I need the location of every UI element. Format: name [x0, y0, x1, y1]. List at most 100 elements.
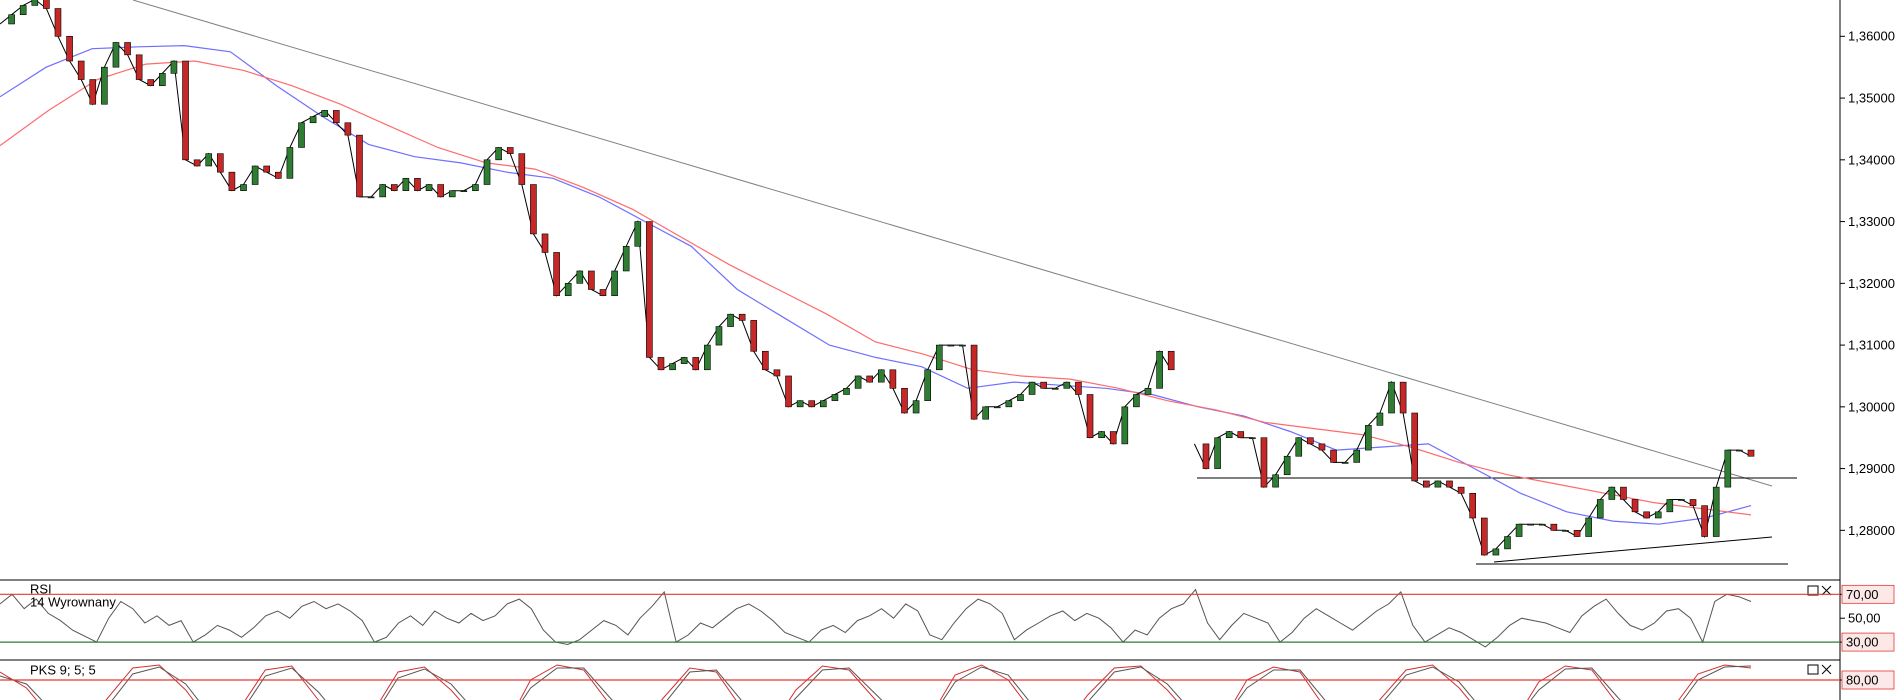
candle-body: [1689, 499, 1697, 506]
candle-body: [1086, 394, 1094, 439]
candle-body: [1654, 511, 1662, 519]
candle-body: [43, 0, 50, 9]
candle-body: [1457, 486, 1465, 494]
candle-body: [1098, 431, 1105, 439]
candle-body: [1492, 548, 1500, 556]
candle-body: [1214, 437, 1221, 469]
candle-body: [1330, 449, 1337, 463]
candle-body: [205, 153, 213, 167]
candle-body: [170, 60, 178, 74]
candle-body: [506, 147, 514, 154]
candle-body: [414, 178, 421, 191]
moving-average: [0, 60, 1752, 516]
candle-body: [1538, 523, 1546, 526]
candle-body: [193, 159, 201, 167]
candle-body: [1028, 381, 1036, 395]
candle-body: [332, 110, 340, 124]
candle-body: [1562, 530, 1569, 532]
candle-body: [1585, 517, 1592, 537]
candle-body: [8, 14, 15, 25]
candle-body: [240, 184, 247, 191]
indicator-line: [0, 664, 1752, 700]
candle-body: [182, 60, 189, 161]
candle-body: [77, 60, 85, 80]
y-tick-label: 50,00: [1848, 611, 1881, 626]
candle-body: [1515, 523, 1523, 537]
panel: [0, 664, 1752, 700]
candle-body: [576, 270, 584, 284]
candle-body: [541, 233, 549, 253]
candle-body: [901, 388, 908, 414]
candle-body: [1202, 443, 1210, 469]
candle-body: [1399, 381, 1407, 414]
candle-body: [750, 320, 758, 352]
candle-body: [1724, 449, 1732, 488]
candle-body: [947, 344, 955, 347]
candle-body: [1144, 388, 1152, 395]
candle-body: [692, 357, 700, 371]
candle-body: [796, 400, 804, 408]
candle-body: [854, 375, 862, 389]
maximize-icon[interactable]: [1807, 664, 1819, 675]
candle-body: [1005, 400, 1013, 408]
y-tick-label: 70,00: [1846, 587, 1879, 602]
candle-body: [1469, 492, 1476, 519]
candle-body: [820, 400, 827, 408]
candle-body: [843, 388, 850, 395]
candle-body: [483, 159, 491, 185]
maximize-icon[interactable]: [1807, 585, 1819, 596]
candle-body: [738, 313, 746, 321]
candle-body: [877, 369, 885, 383]
candle-body: [1225, 431, 1233, 439]
trend-line: [132, 0, 1773, 487]
y-tick-label: 1,29000: [1848, 461, 1895, 476]
candle-body: [553, 252, 560, 296]
candle-body: [657, 357, 665, 371]
candle-body: [912, 400, 920, 414]
candle-body: [1747, 449, 1755, 457]
candle-body: [135, 54, 143, 80]
candle-body: [530, 184, 537, 235]
candle-body: [1411, 412, 1419, 482]
candle-body: [1608, 486, 1616, 500]
panel: [0, 588, 1752, 648]
candle-body: [356, 134, 363, 198]
candle-body: [1434, 480, 1442, 488]
candle-body: [1480, 517, 1488, 556]
candle-body: [495, 147, 502, 161]
candle-body: [1249, 437, 1256, 440]
candle-body: [785, 375, 792, 408]
candle-body: [124, 42, 131, 56]
candle-body: [611, 270, 618, 296]
candle-body: [1446, 480, 1453, 488]
candle-body: [402, 178, 410, 191]
candle-body: [518, 153, 526, 185]
candle-body: [251, 165, 259, 185]
close-icon[interactable]: [1821, 664, 1832, 675]
candle-body: [217, 153, 224, 173]
candle-body: [66, 36, 73, 62]
candle-body: [1283, 455, 1291, 476]
y-tick-label: 30,00: [1846, 635, 1879, 650]
candle-body: [646, 221, 653, 358]
candle-body: [1341, 462, 1349, 464]
candle-body: [762, 350, 769, 371]
candle-body: [993, 406, 1001, 409]
candle-body: [1596, 499, 1604, 519]
candle-body: [1388, 381, 1395, 414]
candle-body: [112, 42, 120, 68]
rsi-title: RSI: [30, 581, 52, 596]
candle-body: [970, 344, 978, 420]
candle-body: [704, 344, 711, 371]
tick-label-box: [1841, 670, 1895, 690]
y-tick-label: 1,32000: [1848, 276, 1895, 291]
panel-icons[interactable]: [1807, 585, 1832, 675]
candle-body: [1051, 388, 1059, 390]
candle-body: [147, 79, 155, 87]
candle-body: [669, 363, 676, 371]
close-icon[interactable]: [1821, 585, 1832, 596]
candle-body: [321, 110, 328, 117]
y-tick-label: 80,00: [1846, 672, 1879, 687]
candle-body: [622, 245, 630, 272]
candle-body: [448, 190, 456, 198]
